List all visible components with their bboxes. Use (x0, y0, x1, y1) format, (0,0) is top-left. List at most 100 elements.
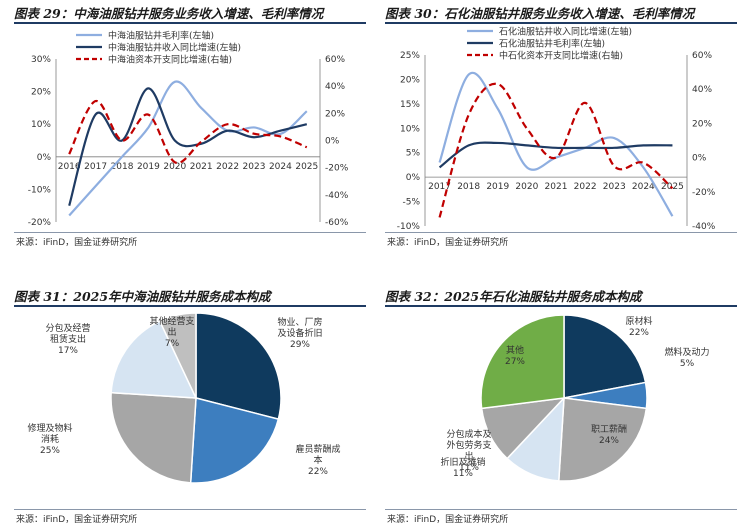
fig32-slice-label-1: 原材料 (625, 315, 652, 327)
fig31-slice-label-5: 其他经营支 (149, 315, 194, 327)
fig29-bottom-rule (14, 232, 366, 233)
fig30-left-tick-label: 0% (406, 173, 421, 183)
fig32-slice-value-5: 11% (459, 463, 479, 473)
fig31-slice-label-3: 消耗 (41, 433, 59, 445)
fig29-left-tick-label: 0% (37, 153, 52, 163)
fig32-title: 图表 32：2025年石化油服钻井服务成本构成 (385, 289, 642, 304)
fig31-slice-value-1: 29% (290, 340, 310, 350)
fig29-legend-label-1: 中海油服钻井毛利率(左轴) (108, 30, 214, 42)
fig30-x-tick-label: 2024 (632, 182, 655, 192)
fig29-x-tick-label: 2023 (243, 162, 266, 172)
fig29-right-tick-label: 40% (325, 82, 345, 92)
fig29-x-tick-label: 2021 (190, 162, 213, 172)
fig32-source: 来源：iFinD，国金证券研究所 (387, 515, 509, 525)
fig30-right-tick-label: 40% (692, 85, 712, 95)
fig32-slice-label-4: 折旧及摊销 (440, 456, 485, 468)
fig30-left-tick-label: 10% (400, 124, 420, 134)
fig30-left-tick-label: 20% (400, 75, 420, 85)
fig29-right-tick-label: -60% (325, 218, 349, 228)
fig31-slice-label-2: 本 (313, 454, 322, 466)
fig31-slice-label-1: 及设备折旧 (277, 327, 322, 339)
fig29-right-tick-label: 60% (325, 55, 345, 65)
fig31-slice-label-1: 物业、厂房 (277, 316, 322, 328)
fig32-slice-3 (557, 397, 648, 482)
fig32-slice-1 (563, 314, 647, 399)
fig31-source: 来源：iFinD，国金证券研究所 (16, 515, 138, 525)
fig31-slice-value-5: 7% (165, 339, 180, 349)
fig29-x-tick-label: 2018 (111, 162, 134, 172)
fig32-chart: 原材料22%燃料及动力5%职工薪酬24%折旧及摊销11%分包成本及外包劳务支出1… (440, 314, 710, 482)
fig30-legend-label-2: 石化油服钻井毛利率(左轴) (499, 38, 605, 50)
fig29-chart: 30% 20% 10% 0% -10% -20% 60% 40% 20% 0% -20% -40% -6… (28, 30, 349, 229)
fig30-source: 来源：iFinD，国金证券研究所 (387, 238, 509, 248)
fig32-slice-label-6: 其他 (506, 344, 524, 356)
fig30-left-tick-label: -5% (402, 198, 420, 208)
fig29-x-tick-label: 2025 (295, 162, 318, 172)
fig29-x-tick-label: 2019 (137, 162, 160, 172)
fig32-slice-value-6: 27% (505, 357, 525, 367)
fig31-slice-2 (189, 397, 280, 484)
fig29-right-tick-label: -20% (325, 164, 349, 174)
fig31-slice-value-2: 22% (308, 467, 328, 477)
fig30-left-tick-label: -10% (397, 222, 421, 230)
fig29-title: 图表 29：中海油服钻井服务业务收入增速、毛利率情况 (14, 6, 324, 21)
fig30-right-tick-label: 60% (692, 51, 712, 61)
fig30-left-tick-label: 25% (400, 51, 420, 61)
fig31-title-rule (14, 305, 366, 307)
fig31-slice-3 (110, 391, 197, 484)
fig31-slice-label-4: 分包及经营 (45, 322, 90, 334)
fig29-x-tick-label: 2017 (84, 162, 107, 172)
fig29-x-tick-label: 2020 (163, 162, 186, 172)
fig32-slice-label-2: 燃料及动力 (664, 346, 709, 358)
fig29-legend-label-3: 中海油资本开支同比增速(右轴) (108, 54, 232, 66)
fig32-title-rule (385, 305, 737, 307)
fig29-x-tick-label: 2016 (58, 162, 81, 172)
fig32-slice-label-5: 分包成本及 (446, 428, 491, 440)
fig30-right-tick-label: -40% (692, 222, 716, 230)
fig29-x-tick-label: 2024 (269, 162, 292, 172)
fig30-title-rule (385, 22, 737, 24)
fig29-right-tick-label: -40% (325, 191, 349, 201)
fig30-right-tick-label: 20% (692, 119, 712, 129)
fig31-slice-1 (195, 312, 282, 421)
fig31-slice-4 (110, 320, 198, 399)
fig32-slice-value-4: 11% (453, 469, 473, 479)
fig30-right-tick-label: -20% (692, 188, 716, 198)
fig30-left-tick-label: 5% (406, 149, 421, 159)
fig29-left-tick-label: -10% (28, 185, 52, 195)
fig31-title: 图表 31：2025年中海油服钻井服务成本构成 (14, 289, 271, 304)
fig30-legend-label-1: 石化油服钻井收入同比增速(左轴) (499, 26, 632, 38)
fig30-x-tick-label: 2022 (574, 182, 597, 192)
fig32-slice-value-1: 22% (629, 328, 649, 338)
fig32-slice-label-5: 外包劳务支 (446, 439, 491, 451)
fig31-slice-value-4: 17% (58, 346, 78, 356)
fig29-series-line-3 (68, 100, 308, 164)
fig31-slice-label-5: 出 (167, 326, 176, 338)
fig30-x-tick-label: 2018 (457, 182, 480, 192)
fig29-legend-label-2: 中海油服钻井收入同比增速(左轴) (108, 42, 241, 54)
fig30-series-line-3 (438, 82, 674, 218)
fig29-series-line-2 (68, 87, 308, 207)
fig30-x-tick-label: 2017 (428, 182, 451, 192)
fig29-title-rule (14, 22, 366, 24)
fig30-legend-label-3: 中石化资本开支同比增速(右轴) (499, 50, 623, 62)
fig29-series-line-1 (68, 80, 308, 217)
fig29-left-tick-label: 10% (31, 120, 51, 130)
fig30-chart: 25% 20% 15% 10% 5% 0% -5% -10% 60% 40% 20% 0% -20% -4… (397, 26, 716, 231)
fig30-x-tick-label: 2023 (603, 182, 626, 192)
fig30-bottom-rule (385, 232, 737, 233)
fig30-x-tick-label: 2019 (486, 182, 509, 192)
fig31-slice-label-4: 租赁支出 (50, 333, 86, 345)
fig31-slice-label-3: 修理及物料 (27, 422, 72, 434)
fig32-slice-label-5: 出 (464, 450, 473, 462)
fig30-right-tick-label: 0% (692, 154, 707, 164)
fig31-slice-value-3: 25% (40, 446, 60, 456)
fig31-slice-5 (158, 312, 197, 399)
fig29-left-tick-label: 30% (31, 55, 51, 65)
fig29-left-tick-label: 20% (31, 88, 51, 98)
fig29-right-tick-label: 20% (325, 109, 345, 119)
fig31-bottom-rule (14, 509, 366, 510)
fig32-slice-label-3: 职工薪酬 (591, 423, 627, 435)
fig32-slice-value-3: 24% (599, 436, 619, 446)
